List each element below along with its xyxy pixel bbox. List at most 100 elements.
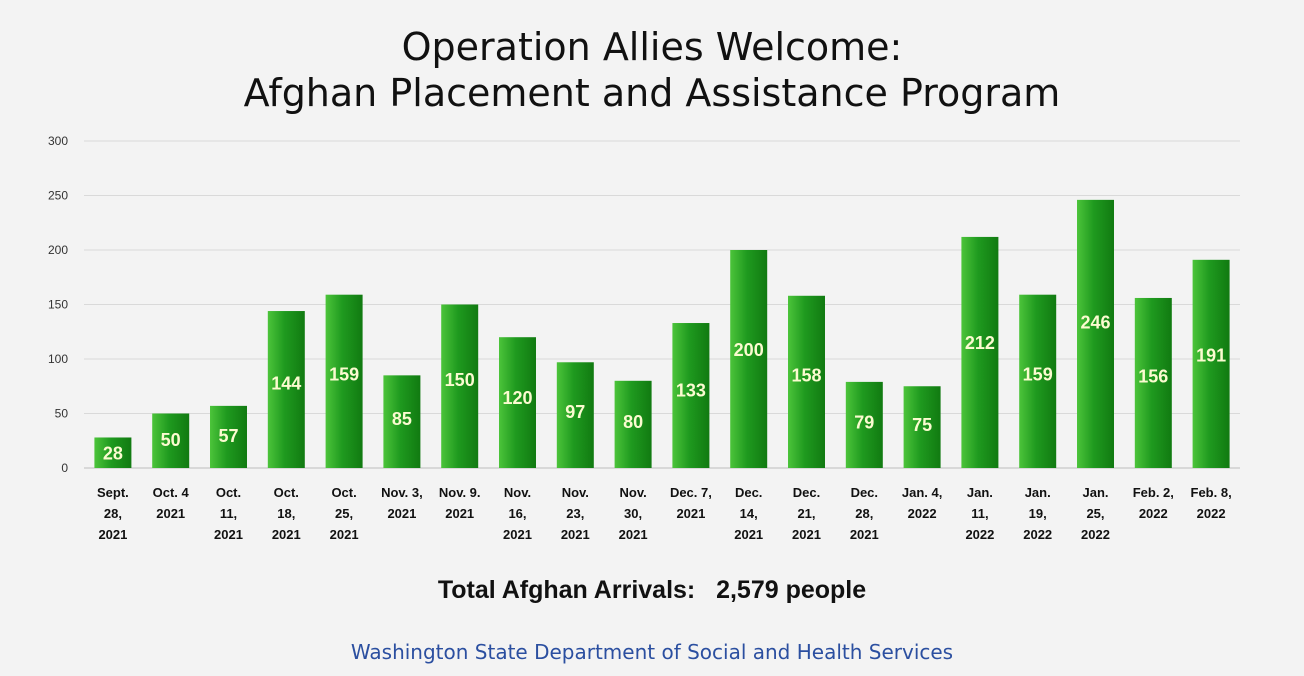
chart-title-line-2: Afghan Placement and Assistance Program <box>243 71 1061 115</box>
x-tick-label-line: Nov. 3, <box>381 485 423 500</box>
y-tick-label: 100 <box>48 352 68 366</box>
x-tick-label-line: 11, <box>971 506 988 521</box>
x-tick-label-line: Jan. <box>1082 485 1108 500</box>
bar <box>267 311 305 468</box>
x-tick-label-line: Nov. 9. <box>439 485 481 500</box>
x-tick-label-line: 16, <box>508 506 526 521</box>
x-tick-label: Jan. 19, 2022 <box>1023 485 1052 542</box>
x-tick-label: Nov. 3, 2021 <box>381 485 423 521</box>
x-tick-label: Nov. 30, 2021 <box>619 485 648 542</box>
y-tick-label: 50 <box>55 407 69 421</box>
x-tick-label-line: 2021 <box>850 527 879 542</box>
bar-chart: 0 50 100 150 200 250 300 28 50 57 144 159 85 150 120 9… <box>48 134 1240 542</box>
x-tick-label: Dec. 7, 2021 <box>670 485 712 521</box>
x-tick-label-line: 25, <box>335 506 353 521</box>
x-tick-label-line: 2022 <box>1197 506 1226 521</box>
data-label: 158 <box>791 365 821 385</box>
bar <box>845 381 883 468</box>
data-label: 212 <box>965 333 995 353</box>
data-label: 144 <box>271 374 301 394</box>
x-tick-label: Nov. 9. 2021 <box>439 485 481 521</box>
data-label: 85 <box>392 409 412 429</box>
bars: 28 50 57 144 159 85 150 120 97 80 133 200 158 79 75 212… <box>94 199 1230 469</box>
x-tick-label-line: 2022 <box>1023 527 1052 542</box>
y-tick-label: 250 <box>48 189 68 203</box>
bar <box>730 250 768 468</box>
x-tick-label-line: 2021 <box>272 527 301 542</box>
x-tick-label-line: 25, <box>1086 506 1104 521</box>
bar <box>1077 199 1114 469</box>
bar <box>672 323 710 468</box>
x-tick-label: Sept. 28, 2021 <box>97 485 129 542</box>
x-tick-label-line: 2021 <box>676 506 705 521</box>
x-tick-label-line: 2021 <box>98 527 127 542</box>
data-label: 28 <box>103 443 123 463</box>
bar <box>383 375 421 468</box>
data-label: 120 <box>502 388 532 408</box>
x-tick-label-line: Dec. <box>735 485 762 500</box>
x-tick-label-line: Oct. <box>331 485 356 500</box>
data-label: 191 <box>1196 345 1226 365</box>
x-tick-label-line: Nov. <box>619 485 646 500</box>
bar <box>1192 259 1230 468</box>
gridlines <box>84 140 1240 469</box>
bar <box>961 236 999 468</box>
x-tick-label-line: 2022 <box>1139 506 1168 521</box>
x-tick-label-line: Nov. <box>562 485 589 500</box>
data-label: 57 <box>218 426 238 446</box>
x-tick-label-line: 2021 <box>156 506 185 521</box>
x-tick-label-line: 28, <box>104 506 122 521</box>
bar <box>441 304 479 468</box>
x-tick-label: Dec. 21, 2021 <box>792 485 821 542</box>
x-tick-label-line: 18, <box>277 506 295 521</box>
data-label: 159 <box>329 365 359 385</box>
x-tick-label-line: 14, <box>740 506 758 521</box>
x-tick-label: Jan. 25, 2022 <box>1081 485 1110 542</box>
x-tick-label-line: 2021 <box>387 506 416 521</box>
data-label: 97 <box>565 402 585 422</box>
x-tick-label-line: 2021 <box>792 527 821 542</box>
x-tick-label-line: 2021 <box>619 527 648 542</box>
data-label: 159 <box>1023 365 1053 385</box>
x-tick-label-line: Dec. <box>793 485 820 500</box>
bar <box>788 295 825 468</box>
bar <box>210 405 247 468</box>
x-tick-label-line: 2022 <box>1081 527 1110 542</box>
x-tick-label: Oct. 4 2021 <box>153 485 190 521</box>
x-axis: Sept. 28, 2021 Oct. 4 2021 Oct. 11, 2021 Oct. 18,… <box>97 485 1232 542</box>
x-tick-label-line: Jan. <box>1025 485 1051 500</box>
data-label: 246 <box>1080 313 1110 333</box>
x-tick-label-line: 2021 <box>330 527 359 542</box>
chart-title-line-1: Operation Allies Welcome: <box>401 25 903 69</box>
x-tick-label-line: 2022 <box>965 527 994 542</box>
x-tick-label-line: Sept. <box>97 485 129 500</box>
x-tick-label-line: 23, <box>566 506 584 521</box>
x-tick-label-line: Jan. <box>967 485 993 500</box>
y-tick-label: 200 <box>48 243 68 257</box>
data-label: 200 <box>734 340 764 360</box>
x-tick-label-line: 2021 <box>561 527 590 542</box>
bar <box>1019 294 1057 468</box>
bar <box>614 380 652 468</box>
y-tick-label: 150 <box>48 298 68 312</box>
x-tick-label-line: 2021 <box>734 527 763 542</box>
x-tick-label: Oct. 25, 2021 <box>330 485 359 542</box>
x-tick-label-line: Feb. 2, <box>1133 485 1174 500</box>
x-tick-label-line: 2022 <box>908 506 937 521</box>
x-tick-label-line: Oct. 4 <box>153 485 190 500</box>
x-tick-label-line: 2021 <box>214 527 243 542</box>
x-tick-label-line: Feb. 8, <box>1191 485 1232 500</box>
x-tick-label: Dec. 14, 2021 <box>734 485 763 542</box>
bar <box>94 437 132 468</box>
bar <box>556 362 594 468</box>
x-tick-label-line: Jan. 4, <box>902 485 942 500</box>
x-tick-label: Feb. 8, 2022 <box>1191 485 1232 521</box>
data-label: 50 <box>161 430 181 450</box>
x-tick-label-line: 2021 <box>503 527 532 542</box>
y-tick-label: 300 <box>48 134 68 148</box>
x-tick-label-line: 21, <box>797 506 815 521</box>
bar <box>152 413 190 468</box>
x-tick-label-line: 2021 <box>445 506 474 521</box>
x-tick-label-line: Nov. <box>504 485 531 500</box>
x-tick-label: Dec. 28, 2021 <box>850 485 879 542</box>
